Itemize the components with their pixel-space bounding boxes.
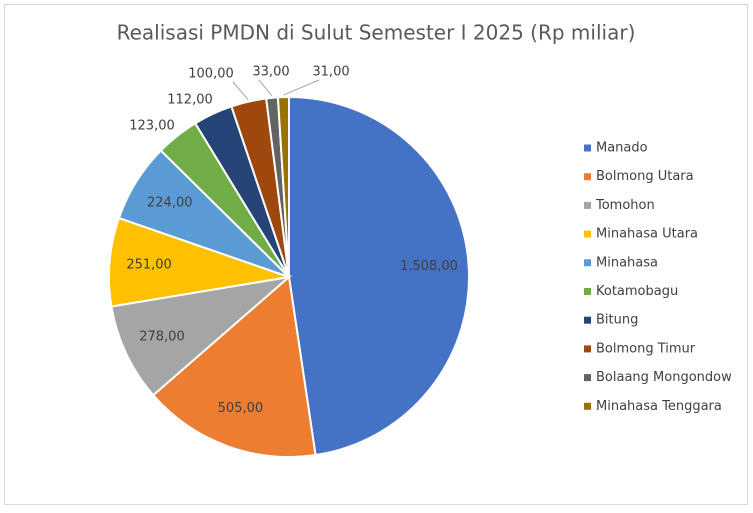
legend-swatch <box>584 288 591 295</box>
legend-swatch <box>584 402 591 410</box>
data-label: 278,00 <box>139 329 185 344</box>
legend-swatch <box>584 345 591 353</box>
leader-line <box>258 79 273 97</box>
data-label: 100,00 <box>188 67 234 82</box>
legend-swatch <box>584 259 591 267</box>
data-label: 224,00 <box>147 195 193 210</box>
legend-swatch <box>584 316 591 324</box>
pie-slice <box>151 275 317 458</box>
data-label: 33,00 <box>252 65 289 80</box>
legend-label: Bolmong Timur <box>596 341 696 356</box>
data-label: 31,00 <box>312 65 349 80</box>
legend-label: Minahasa Tenggara <box>596 399 722 414</box>
chart-title: Realisasi PMDN di Sulut Semester I 2025 … <box>117 21 636 45</box>
legend-swatch <box>584 144 591 152</box>
legend-swatch <box>584 374 591 382</box>
data-label: 123,00 <box>129 119 175 134</box>
legend-label: Minahasa <box>596 255 658 270</box>
data-label: 1.508,00 <box>400 259 458 274</box>
pie-slice <box>110 275 293 397</box>
leader-line <box>283 79 320 96</box>
pie-slice <box>288 95 470 457</box>
legend-label: Bolaang Mongondow <box>596 370 732 385</box>
legend-label: Bolmong Utara <box>596 169 694 184</box>
legend-label: Bitung <box>596 313 638 328</box>
pie-slice <box>276 95 290 278</box>
legend-label: Minahasa Utara <box>596 227 698 242</box>
leader-line <box>232 81 249 100</box>
pie-slice <box>108 216 290 308</box>
legend-swatch <box>584 201 591 209</box>
legend-label: Manado <box>596 141 648 156</box>
legend-label: Tomohon <box>595 198 655 213</box>
legend-label: Kotamobagu <box>596 284 678 299</box>
data-label: 251,00 <box>126 258 172 273</box>
data-label: 112,00 <box>167 93 213 108</box>
legend-swatch <box>584 230 591 238</box>
data-label: 505,00 <box>218 401 264 416</box>
legend-swatch <box>584 173 591 181</box>
